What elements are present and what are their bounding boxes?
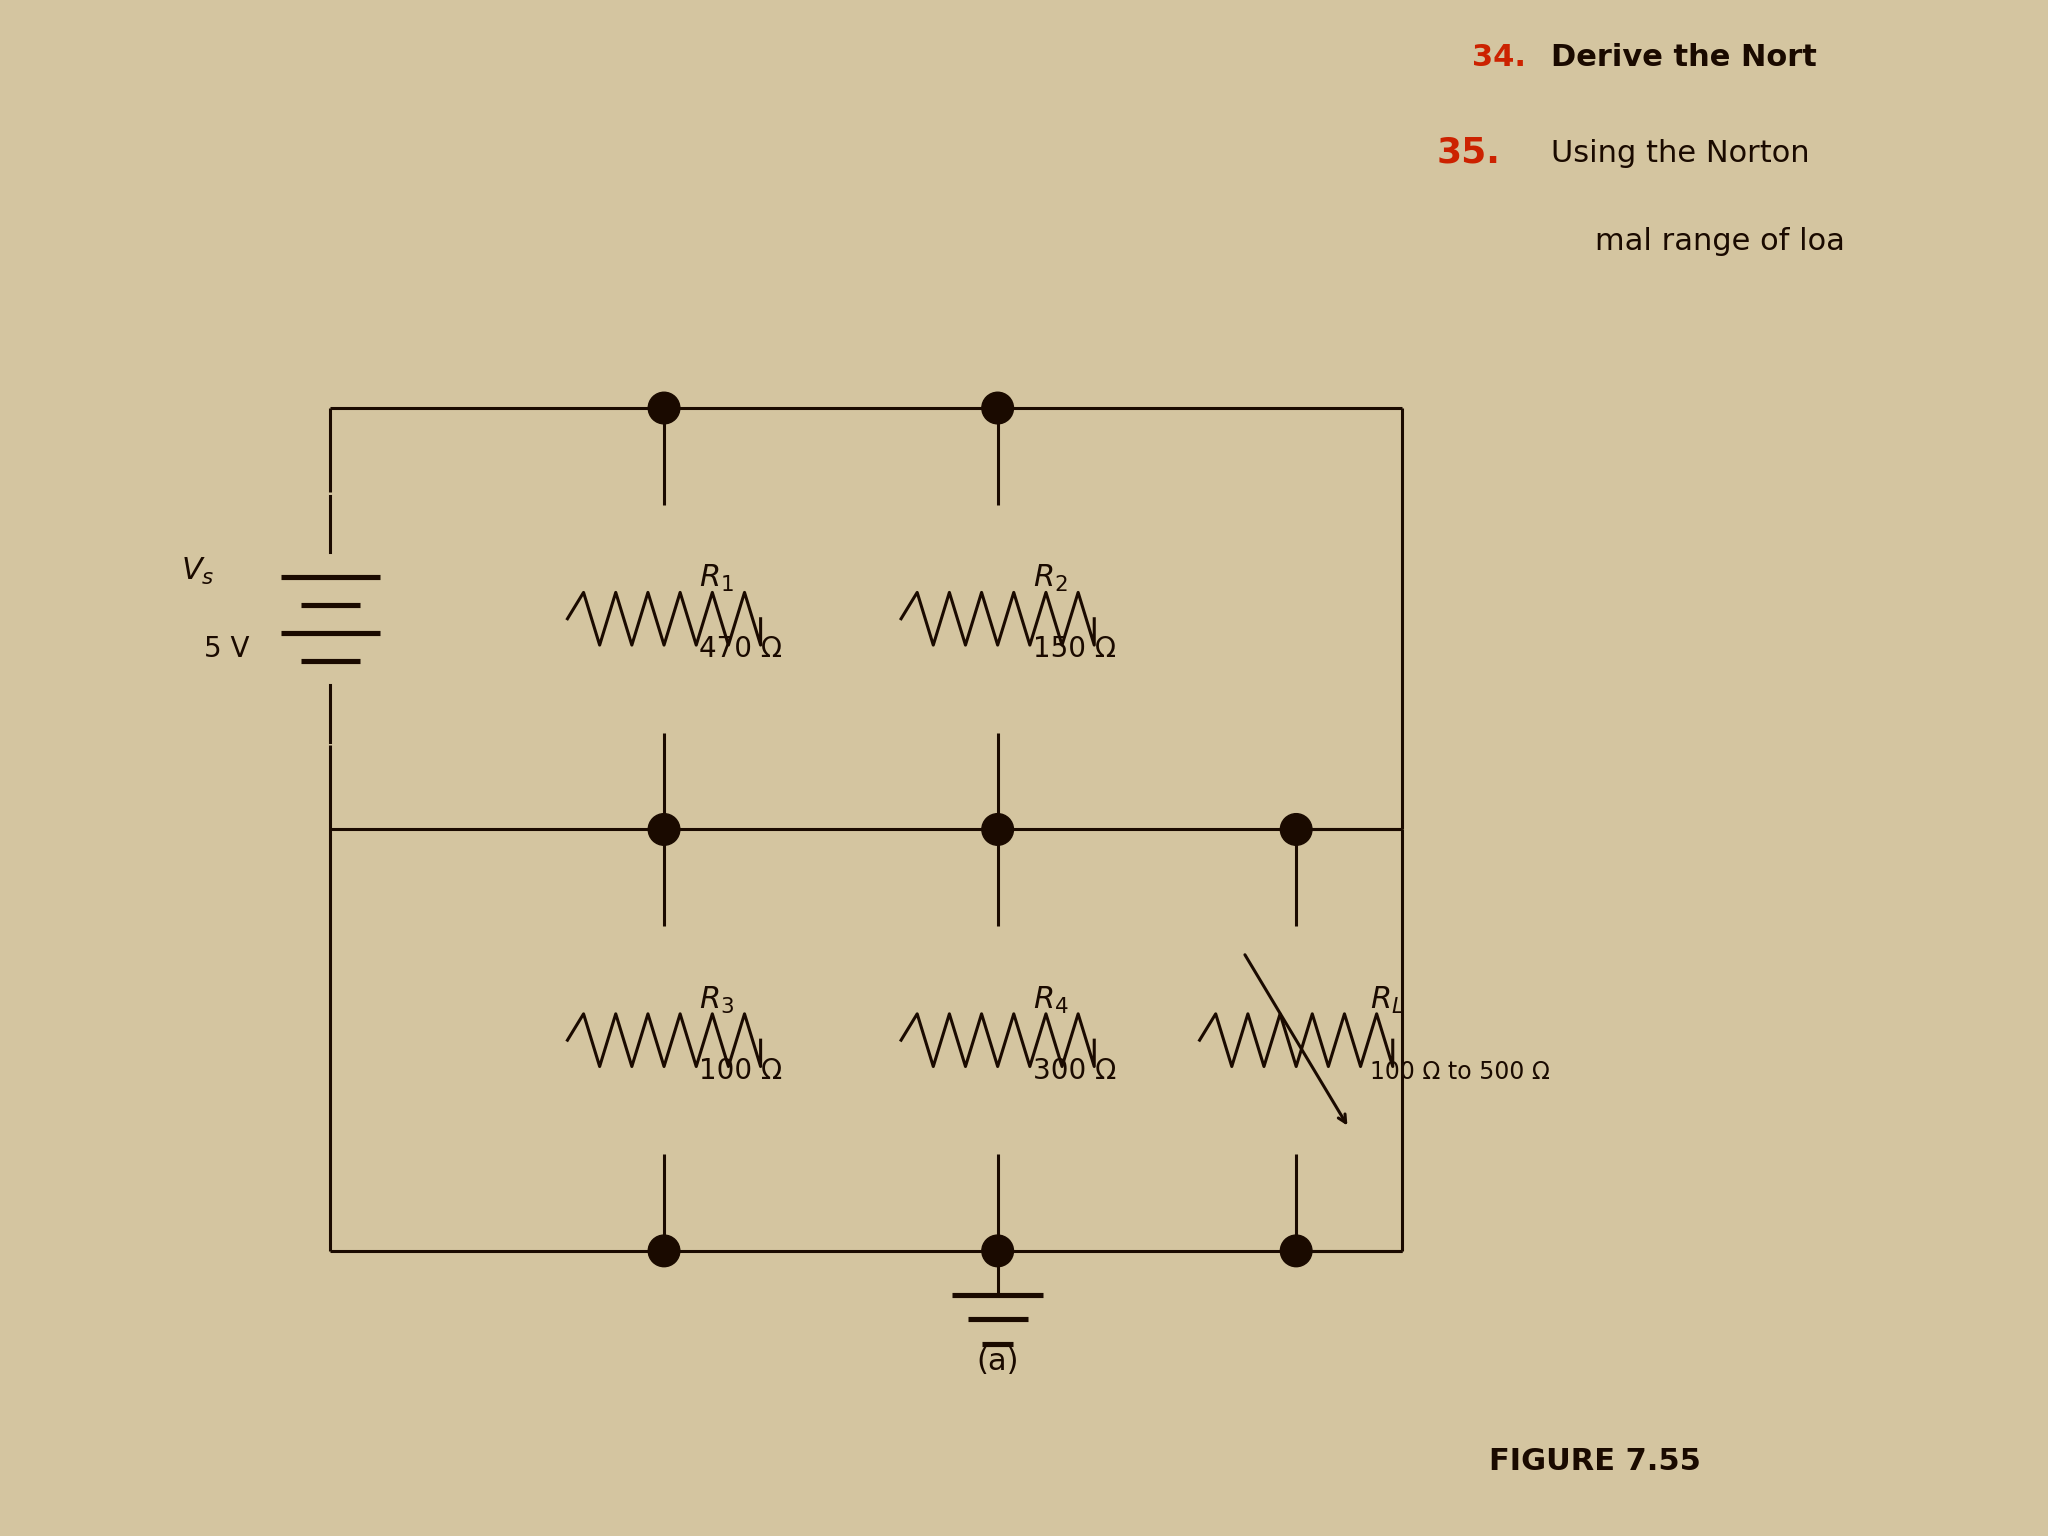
Circle shape — [1280, 1235, 1313, 1267]
Text: 100 Ω to 500 Ω: 100 Ω to 500 Ω — [1370, 1060, 1550, 1084]
Text: $R_4$: $R_4$ — [1032, 985, 1069, 1015]
Text: mal range of loa: mal range of loa — [1595, 227, 1845, 257]
Circle shape — [649, 1235, 680, 1267]
Text: 100 Ω: 100 Ω — [698, 1057, 782, 1084]
Text: (a): (a) — [977, 1347, 1020, 1376]
Text: $R_L$: $R_L$ — [1370, 985, 1403, 1015]
Circle shape — [981, 392, 1014, 424]
Text: 5 V: 5 V — [205, 636, 250, 664]
Text: 300 Ω: 300 Ω — [1032, 1057, 1116, 1084]
Text: Using the Norton: Using the Norton — [1550, 140, 1808, 169]
Circle shape — [649, 392, 680, 424]
Text: $R_3$: $R_3$ — [698, 985, 735, 1015]
Text: 34.: 34. — [1473, 43, 1526, 72]
Circle shape — [981, 1235, 1014, 1267]
Circle shape — [981, 814, 1014, 845]
Text: FIGURE 7.55: FIGURE 7.55 — [1489, 1447, 1700, 1476]
Text: 470 Ω: 470 Ω — [698, 636, 782, 664]
Text: $R_2$: $R_2$ — [1032, 564, 1067, 594]
Text: 35.: 35. — [1436, 135, 1501, 169]
Text: $V_s$: $V_s$ — [180, 556, 215, 587]
Circle shape — [649, 814, 680, 845]
Circle shape — [1280, 814, 1313, 845]
Text: 150 Ω: 150 Ω — [1032, 636, 1116, 664]
Text: $R_1$: $R_1$ — [698, 564, 733, 594]
Text: Derive the Nort: Derive the Nort — [1550, 43, 1817, 72]
